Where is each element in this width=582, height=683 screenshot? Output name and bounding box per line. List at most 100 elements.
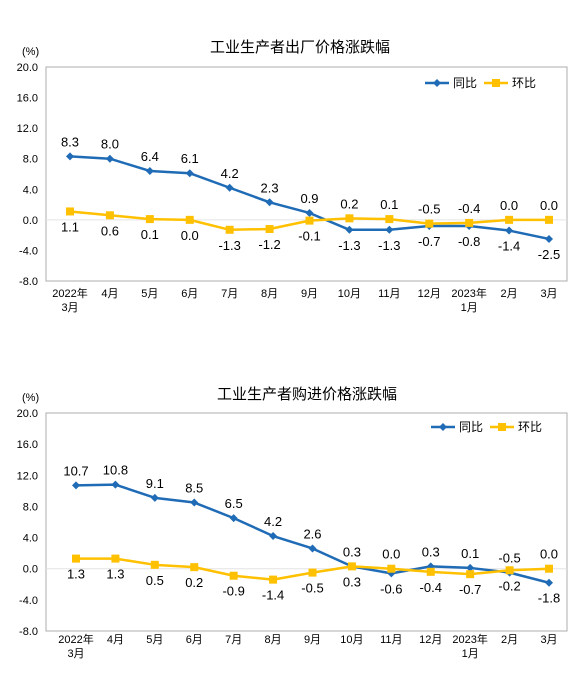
- y-tick-label: 20.0: [17, 408, 38, 420]
- x-tick-label-line: 12月: [419, 634, 442, 646]
- x-tick-label: 9月: [304, 634, 321, 646]
- data-label-yoy: -0.8: [458, 234, 480, 249]
- data-label-mom: 1.3: [106, 567, 124, 582]
- x-tick-label-line: 12月: [418, 288, 441, 300]
- data-point-yoy: [345, 225, 354, 234]
- x-tick-label: 7月: [221, 288, 238, 300]
- data-point-mom: [66, 207, 74, 216]
- data-label-yoy: 6.5: [225, 496, 243, 511]
- x-tick-label-line: 9月: [304, 634, 321, 646]
- data-point-yoy: [385, 225, 394, 234]
- x-tick-label-line: 10月: [340, 634, 363, 646]
- y-tick-label: 12.0: [17, 123, 38, 135]
- x-tick-label: 11月: [380, 634, 402, 646]
- data-point-yoy: [150, 493, 159, 502]
- data-label-mom: 0.0: [540, 198, 558, 213]
- x-tick-label-line: 5月: [141, 288, 158, 300]
- legend-marker-mom: [498, 423, 506, 431]
- data-point-mom: [150, 560, 159, 569]
- data-label-mom: -0.9: [222, 584, 244, 599]
- data-label-mom: -0.2: [498, 578, 520, 593]
- data-point-mom: [269, 575, 278, 584]
- x-tick-label-line: 3月: [67, 648, 84, 660]
- data-label-yoy: 0.3: [422, 544, 440, 559]
- ppi-chart: 工业生产者出厂价格涨跌幅 (%) 20.0 16.0 12.0 8.0 4.0 0.0 -4.0…: [0, 0, 582, 340]
- x-tick-label-line: 2022年: [52, 286, 87, 300]
- data-label-yoy: 0.9: [300, 191, 318, 206]
- data-label-yoy: -1.8: [538, 591, 560, 606]
- x-tick-label-line: 8月: [261, 288, 278, 300]
- y-axis-unit: (%): [22, 392, 39, 404]
- data-label-mom: -0.4: [420, 580, 442, 595]
- y-tick-label: -8.0: [19, 276, 38, 288]
- data-point-mom: [225, 225, 234, 234]
- legend-label-yoy: 同比: [453, 76, 477, 90]
- x-tick-label: 6月: [181, 288, 198, 300]
- data-label-yoy: 4.2: [264, 514, 282, 529]
- data-point-mom: [545, 564, 553, 573]
- data-label-mom: -1.4: [262, 588, 284, 603]
- data-label-yoy: -1.3: [378, 238, 400, 253]
- x-tick-label-line: 10月: [338, 288, 361, 300]
- plot-frame: [45, 66, 568, 282]
- x-tick-label-line: 1月: [462, 648, 479, 660]
- data-point-mom: [426, 567, 435, 576]
- y-tick-label: -4.0: [19, 595, 38, 607]
- x-tick-label-line: 2月: [501, 288, 518, 300]
- x-tick-label: 6月: [186, 634, 203, 646]
- data-point-mom: [229, 571, 238, 580]
- data-point-yoy: [265, 198, 274, 207]
- data-label-yoy: -0.6: [380, 581, 402, 596]
- data-label-mom: -0.7: [459, 582, 481, 597]
- x-tick-label: 5月: [146, 634, 163, 646]
- y-tick-label: 8.0: [23, 154, 38, 166]
- x-tick-label-line: 7月: [221, 288, 238, 300]
- y-tick-label: 16.0: [17, 93, 38, 105]
- y-axis-unit: (%): [22, 46, 39, 58]
- x-tick-label: 2023年 1月: [452, 632, 487, 660]
- data-point-mom: [505, 215, 514, 224]
- y-tick-label: 0.0: [23, 564, 38, 576]
- x-tick-label-line: 2月: [501, 634, 518, 646]
- x-tick-label-line: 5月: [146, 634, 163, 646]
- x-tick-label: 4月: [101, 288, 118, 300]
- data-label-mom: -1.3: [218, 238, 240, 253]
- y-tick-label: 0.0: [23, 215, 38, 227]
- data-label-mom: 0.1: [141, 227, 159, 242]
- data-label-mom: 1.1: [61, 219, 79, 234]
- x-tick-label-line: 11月: [380, 634, 402, 646]
- data-point-mom: [545, 215, 553, 224]
- x-tick-label-line: 3月: [61, 302, 78, 314]
- x-tick-label: 5月: [141, 288, 158, 300]
- x-tick-label-line: 7月: [225, 634, 242, 646]
- x-tick-label: 2023年 1月: [451, 286, 486, 314]
- x-tick-label-line: 2022年: [58, 632, 93, 646]
- y-tick-label: 12.0: [17, 470, 38, 482]
- data-label-yoy: 9.1: [146, 476, 164, 491]
- data-point-mom: [385, 215, 394, 224]
- x-tick-label-line: 1月: [461, 302, 478, 314]
- data-point-mom: [347, 562, 356, 571]
- x-tick-label-line: 3月: [540, 288, 557, 300]
- data-label-mom: 0.0: [500, 198, 518, 213]
- x-tick-label: 10月: [338, 288, 361, 300]
- chart-title: 工业生产者购进价格涨跌幅: [217, 386, 397, 403]
- legend-label-mom: 环比: [512, 76, 536, 90]
- y-tick-label: 20.0: [17, 62, 38, 74]
- data-point-mom: [425, 219, 434, 228]
- data-point-yoy: [545, 578, 553, 587]
- x-tick-label: 9月: [301, 288, 318, 300]
- x-tick-label: 8月: [261, 288, 278, 300]
- data-label-mom: 1.3: [67, 567, 85, 582]
- data-point-mom: [387, 564, 396, 573]
- y-tick-label: 16.0: [17, 439, 38, 451]
- x-tick-label-line: 9月: [301, 288, 318, 300]
- data-point-mom: [72, 554, 80, 563]
- data-point-mom: [145, 215, 154, 224]
- purchase-price-chart: 工业生产者购进价格涨跌幅 (%) 20.0 16.0 12.0 8.0 4.0 0.0 -4.0…: [0, 340, 582, 683]
- data-label-mom: 0.6: [101, 223, 119, 238]
- y-tick-label: 4.0: [23, 184, 38, 196]
- data-label-yoy: -0.5: [498, 551, 520, 566]
- x-tick-label-line: 4月: [101, 288, 118, 300]
- legend-marker-yoy: [433, 79, 441, 87]
